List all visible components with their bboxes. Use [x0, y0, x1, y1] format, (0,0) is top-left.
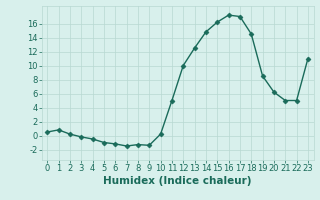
X-axis label: Humidex (Indice chaleur): Humidex (Indice chaleur) [103, 176, 252, 186]
